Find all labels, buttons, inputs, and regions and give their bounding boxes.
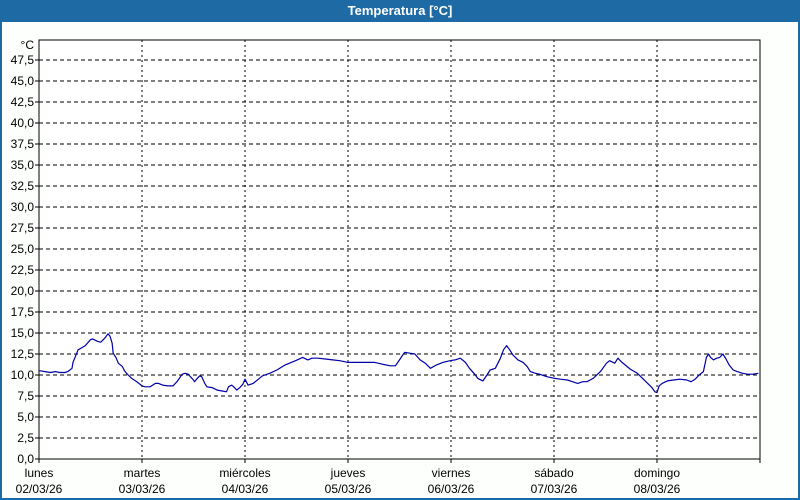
y-tick-label: 12,5	[11, 347, 35, 361]
y-tick-label: 37,5	[11, 137, 35, 151]
y-tick-label: 40,0	[11, 116, 35, 130]
y-tick-label: 7,5	[17, 389, 34, 403]
y-tick-label: 17,5	[11, 305, 35, 319]
y-tick-label: 47,5	[11, 53, 35, 67]
y-tick-label: 35,0	[11, 158, 35, 172]
window-title: Temperatura [°C]	[347, 3, 453, 18]
x-day-date-label: 05/03/26	[325, 482, 372, 496]
x-day-date-label: 07/03/26	[531, 482, 578, 496]
x-day-date-label: 04/03/26	[222, 482, 269, 496]
y-tick-label: 20,0	[11, 284, 35, 298]
x-day-date-label: 06/03/26	[428, 482, 475, 496]
y-tick-label: 45,0	[11, 74, 35, 88]
y-tick-label: 22,5	[11, 263, 35, 277]
x-day-date-label: 03/03/26	[119, 482, 166, 496]
y-tick-label: 42,5	[11, 95, 35, 109]
y-tick-label: 25,0	[11, 242, 35, 256]
y-tick-label: 5,0	[17, 410, 34, 424]
y-axis-unit-label: °C	[21, 38, 35, 52]
x-day-name-label: miércoles	[219, 466, 270, 480]
x-day-date-label: 08/03/26	[634, 482, 681, 496]
x-day-name-label: lunes	[25, 466, 54, 480]
temperature-line	[39, 333, 759, 394]
y-tick-label: 32,5	[11, 179, 35, 193]
x-day-date-label: 02/03/26	[16, 482, 63, 496]
x-day-name-label: viernes	[432, 466, 471, 480]
x-day-name-label: domingo	[634, 466, 680, 480]
x-day-name-label: jueves	[330, 466, 366, 480]
y-tick-label: 15,0	[11, 326, 35, 340]
y-tick-label: 30,0	[11, 200, 35, 214]
x-day-name-label: martes	[124, 466, 161, 480]
y-tick-label: 27,5	[11, 221, 35, 235]
y-tick-label: 0,0	[17, 452, 34, 466]
y-tick-label: 2,5	[17, 431, 34, 445]
x-day-name-label: sábado	[534, 466, 574, 480]
y-tick-label: 10,0	[11, 368, 35, 382]
window-title-bar: Temperatura [°C]	[0, 0, 800, 22]
